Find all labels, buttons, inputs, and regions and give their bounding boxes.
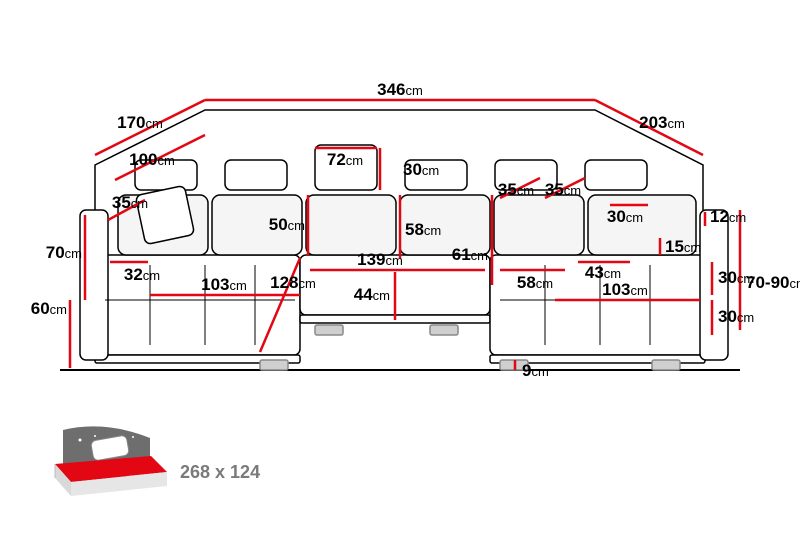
dim-30a: 30cm <box>607 207 643 226</box>
dim-70-90: 70-90cm <box>746 273 800 292</box>
dim-170: 170cm <box>117 113 163 132</box>
dim-32: 32cm <box>124 265 160 284</box>
dim-128: 128cm <box>270 273 316 292</box>
dim-100: 100cm <box>129 150 175 169</box>
dim-60: 60cm <box>31 299 67 318</box>
dim-15: 15cm <box>665 237 701 256</box>
dim-30c: 30cm <box>718 307 754 326</box>
bed-size-badge: 268 x 124 <box>55 426 260 496</box>
dim-35a: 35cm <box>498 180 534 199</box>
dim-12: 12cm <box>710 207 746 226</box>
dim-72: 72cm <box>327 150 363 169</box>
sofa-dimension-diagram: 346cm 170cm 203cm 100cm 35cm 70cm 60cm 3… <box>0 0 800 533</box>
dim-103-left: 103cm <box>201 275 247 294</box>
dim-50: 50cm <box>269 215 305 234</box>
dim-58-right: 58cm <box>517 273 553 292</box>
bed-size-label: 268 x 124 <box>180 462 260 482</box>
dim-9: 9cm <box>522 361 549 380</box>
dim-30-head: 30cm <box>403 160 439 179</box>
dim-35-left: 35cm <box>112 193 148 212</box>
dim-203: 203cm <box>639 113 685 132</box>
dim-103-right: 103cm <box>602 280 648 299</box>
dim-58-mid: 58cm <box>405 220 441 239</box>
dim-346: 346cm <box>377 80 423 99</box>
dim-70: 70cm <box>46 243 82 262</box>
dim-35b: 35cm <box>545 180 581 199</box>
dim-61: 61cm <box>452 245 488 264</box>
dim-44: 44cm <box>354 285 390 304</box>
dim-139: 139cm <box>357 250 403 269</box>
